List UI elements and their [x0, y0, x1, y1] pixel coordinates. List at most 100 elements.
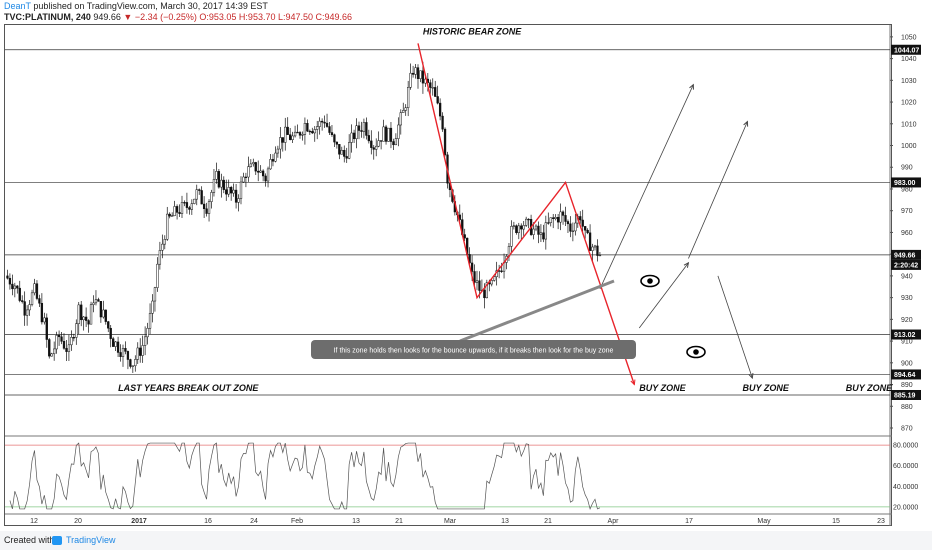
- ohlc-values: O:953.05 H:953.70 L:947.50 C:949.66: [199, 12, 353, 22]
- candle-body: [112, 338, 115, 347]
- candle-body: [571, 230, 575, 232]
- projection-arrow: [599, 84, 694, 290]
- candle-body: [11, 283, 14, 290]
- tradingview-link[interactable]: TradingView: [66, 535, 116, 545]
- level-tag: [891, 329, 921, 340]
- candle-body: [89, 304, 93, 325]
- candle-body: [190, 203, 193, 210]
- projection-arrow-head: [743, 120, 749, 127]
- candle-body: [483, 289, 486, 299]
- candle-body: [375, 145, 378, 150]
- candle-body: [547, 222, 550, 224]
- callout-pointer: [459, 279, 615, 343]
- candle-body: [141, 345, 144, 356]
- candle-body: [166, 213, 169, 240]
- candle-body: [217, 171, 221, 188]
- chart-canvas[interactable]: 8708808909009109209309409509609709809901…: [0, 0, 932, 531]
- y-tick-label: 1040: [901, 56, 917, 63]
- candle-body: [355, 125, 358, 140]
- candle-body: [173, 206, 176, 216]
- candle-body: [18, 287, 21, 301]
- candle-body: [520, 225, 523, 230]
- candle-body: [475, 280, 479, 283]
- candle-body: [411, 72, 415, 75]
- candle-body: [544, 222, 547, 240]
- candle-body: [178, 212, 181, 214]
- projection-arrow: [688, 121, 748, 259]
- candle-body: [370, 140, 373, 148]
- level-tag: [891, 177, 921, 188]
- candle-body: [318, 120, 321, 127]
- y-tick-label: 1010: [901, 121, 917, 128]
- zone-label: LAST YEARS BREAK OUT ZONE: [118, 383, 259, 393]
- candle-body: [348, 142, 351, 159]
- candle-body: [333, 134, 336, 143]
- candle-body: [99, 301, 103, 318]
- candle-body: [55, 334, 58, 350]
- candle-body: [515, 225, 518, 233]
- candle-body: [121, 348, 125, 357]
- candle-body: [57, 334, 61, 338]
- candle-body: [230, 187, 233, 194]
- chart-header: DeanT published on TradingView.com, Marc…: [4, 1, 352, 23]
- candle-body: [313, 129, 316, 134]
- y-tick-label: 910: [901, 339, 913, 346]
- candle-body: [296, 131, 299, 134]
- candle-body: [146, 327, 149, 338]
- y-tick-label: 880: [901, 404, 913, 411]
- candle-body: [510, 226, 513, 247]
- eye-icon-pupil: [647, 278, 653, 284]
- candle-body: [384, 126, 388, 142]
- level-tag: [891, 389, 921, 400]
- candle-body: [500, 270, 503, 272]
- candle-body: [581, 219, 584, 227]
- candle-body: [539, 232, 543, 235]
- candle-body: [80, 304, 83, 321]
- rsi-line: [9, 442, 601, 510]
- candle-body: [244, 176, 248, 179]
- candle-body: [237, 198, 240, 203]
- candle-body: [183, 202, 186, 204]
- candle-body: [340, 149, 343, 155]
- candle-body: [257, 170, 260, 173]
- candle-body: [102, 309, 105, 318]
- candle-body: [72, 337, 75, 339]
- candle-body: [193, 198, 196, 204]
- candle-body: [593, 245, 597, 248]
- candle-body: [48, 339, 51, 357]
- candle-body: [365, 122, 368, 136]
- candle-body: [188, 207, 191, 210]
- zone-label: BUY ZONE: [846, 383, 893, 393]
- candle-body: [163, 239, 166, 245]
- level-tag-text: 913.02: [894, 332, 916, 339]
- y-tick-label: 1020: [901, 100, 917, 107]
- candle-body: [525, 218, 528, 226]
- symbol-label[interactable]: TVC:PLATINUM, 240: [4, 12, 91, 22]
- candle-body: [109, 327, 112, 339]
- candle-body: [343, 149, 346, 157]
- candle-body: [139, 347, 142, 356]
- candle-body: [124, 348, 127, 352]
- candle-body: [372, 147, 375, 150]
- candle-body: [161, 243, 164, 251]
- candle-body: [407, 87, 410, 108]
- callout-box: [311, 340, 636, 359]
- candle-body: [249, 163, 252, 167]
- candle-body: [330, 132, 334, 135]
- candle-body: [584, 226, 587, 231]
- created-with-text: Created with: [4, 535, 55, 545]
- candle-body: [215, 171, 218, 180]
- x-tick-label: Apr: [608, 518, 620, 525]
- author-link[interactable]: DeanT: [4, 1, 31, 11]
- x-tick-label: May: [757, 518, 771, 525]
- candle-body: [38, 298, 41, 304]
- chart-frame: [4, 24, 892, 526]
- x-tick-label: 15: [832, 518, 840, 525]
- candle-body: [207, 201, 211, 214]
- candle-body: [328, 126, 331, 133]
- tradingview-logo-icon: [52, 536, 62, 545]
- candle-body: [158, 250, 162, 265]
- candle-body: [443, 128, 447, 156]
- rsi-tick-label: 20.0000: [893, 504, 918, 511]
- x-tick-label: 13: [501, 518, 509, 525]
